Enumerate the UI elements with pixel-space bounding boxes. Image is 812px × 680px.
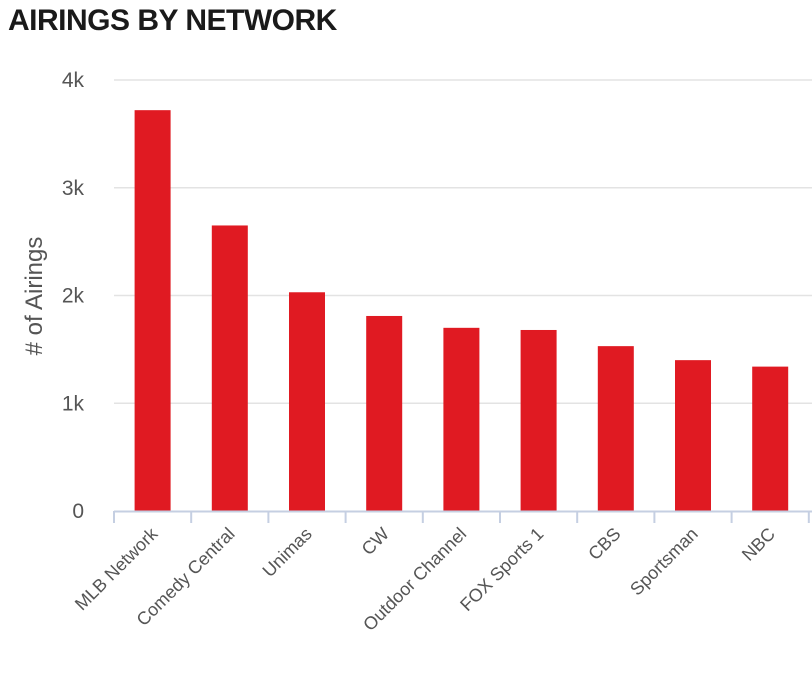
bar[interactable] xyxy=(752,366,789,511)
y-tick-label: 4k xyxy=(62,69,85,92)
x-tick-label: CW xyxy=(358,524,393,559)
x-tick-label: NBC xyxy=(738,524,779,565)
bar[interactable] xyxy=(211,225,248,511)
bar[interactable] xyxy=(675,360,711,511)
bar[interactable] xyxy=(443,327,480,511)
x-tick-label: Unimas xyxy=(259,524,316,581)
bar[interactable] xyxy=(597,346,634,511)
y-tick-label: 3k xyxy=(62,177,85,200)
y-axis-ticks: 0 1k 2k 3k 4k xyxy=(62,69,85,523)
bar[interactable] xyxy=(134,110,171,512)
bar[interactable] xyxy=(520,329,557,511)
x-tick-label: FOX Sports 1 xyxy=(456,524,547,615)
y-tick-label: 2k xyxy=(62,285,85,308)
bars xyxy=(134,110,789,512)
chart-title: AIRINGS BY NETWORK xyxy=(8,4,337,37)
y-tick-label: 1k xyxy=(62,392,85,415)
y-axis-title: # of Airings xyxy=(21,237,48,356)
y-tick-label: 0 xyxy=(72,500,84,523)
x-axis xyxy=(113,510,812,523)
bar[interactable] xyxy=(366,315,403,511)
bar[interactable] xyxy=(289,292,325,511)
x-tick-label: CBS xyxy=(584,524,624,564)
x-tick-label: Sportsman xyxy=(626,524,702,600)
